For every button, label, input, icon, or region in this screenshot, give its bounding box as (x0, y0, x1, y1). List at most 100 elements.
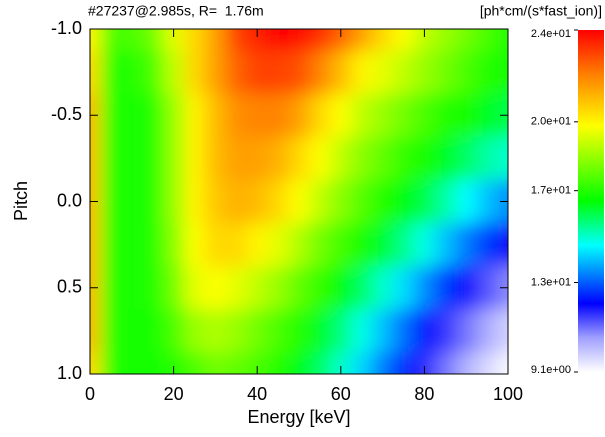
heatmap-cell (225, 50, 248, 95)
heatmap-cell (351, 93, 373, 138)
heatmap-cell (288, 136, 310, 181)
heatmap-cell (434, 309, 457, 353)
heatmap-cell (413, 309, 436, 353)
heatmap-cell (476, 352, 499, 374)
heatmap-cell (142, 29, 164, 52)
heatmap-cell (225, 136, 248, 181)
heatmap-cell (163, 29, 185, 52)
chart-title: #27237@2.985s, R= 1.76m (88, 3, 264, 19)
heatmap-cell (288, 93, 310, 138)
heatmap-cell (309, 136, 331, 181)
heatmap-cell (309, 223, 331, 267)
heatmap-cell (476, 29, 499, 52)
heatmap-cell (309, 352, 331, 374)
x-tick-label: 60 (331, 384, 351, 404)
heatmap-cell (351, 179, 373, 224)
heatmap (90, 29, 508, 374)
heatmap-cell (100, 352, 122, 374)
heatmap-cell (330, 93, 352, 138)
heatmap-cell (90, 50, 101, 95)
heatmap-cell (434, 50, 457, 95)
heatmap-cell (121, 93, 143, 138)
heatmap-cell (100, 223, 122, 267)
heatmap-cell (476, 179, 499, 224)
heatmap-cell (309, 50, 331, 95)
heatmap-cell (434, 179, 457, 224)
heatmap-cell (455, 352, 478, 374)
heatmap-cell (90, 29, 101, 52)
heatmap-cell (455, 50, 478, 95)
heatmap-cell (372, 352, 394, 374)
heatmap-cell (413, 179, 436, 224)
heatmap-cell (393, 352, 415, 374)
heatmap-cell (121, 309, 143, 353)
heatmap-cell (267, 223, 290, 267)
heatmap-cell (351, 309, 373, 353)
heatmap-cell (476, 266, 499, 310)
heatmap-cell (142, 179, 164, 224)
heatmap-cell (225, 309, 248, 353)
heatmap-cell (100, 50, 122, 95)
heatmap-cell (351, 266, 373, 310)
heatmap-cell (288, 352, 310, 374)
heatmap-cell (476, 309, 499, 353)
heatmap-cell (393, 266, 415, 310)
heatmap-cell (288, 29, 310, 52)
heatmap-cell (497, 50, 508, 95)
x-tick-label: 0 (85, 384, 95, 404)
heatmap-cell (267, 136, 290, 181)
heatmap-cell (330, 179, 352, 224)
heatmap-cell (121, 50, 143, 95)
heatmap-cell (434, 223, 457, 267)
heatmap-cell (393, 179, 415, 224)
heatmap-cell (184, 29, 206, 52)
heatmap-cell (163, 309, 185, 353)
heatmap-cell (372, 266, 394, 310)
heatmap-cell (309, 179, 331, 224)
heatmap-cell (142, 352, 164, 374)
heatmap-cell (246, 309, 269, 353)
heatmap-cell (372, 179, 394, 224)
heatmap-cell (100, 309, 122, 353)
heatmap-cell (330, 50, 352, 95)
heatmap-cell (434, 29, 457, 52)
heatmap-cell (288, 266, 310, 310)
heatmap-cell (372, 29, 394, 52)
heatmap-cell (225, 29, 248, 52)
heatmap-cell (204, 136, 227, 181)
heatmap-cell (121, 352, 143, 374)
heatmap-cell (142, 93, 164, 138)
heatmap-cell (455, 29, 478, 52)
heatmap-cell (372, 93, 394, 138)
heatmap-cell (163, 223, 185, 267)
heatmap-cell (330, 136, 352, 181)
heatmap-cell (434, 136, 457, 181)
heatmap-cell (476, 93, 499, 138)
heatmap-cell (330, 309, 352, 353)
heatmap-cell (184, 352, 206, 374)
heatmap-cell (393, 29, 415, 52)
heatmap-cell (351, 50, 373, 95)
heatmap-cell (246, 29, 269, 52)
heatmap-cell (204, 266, 227, 310)
heatmap-cell (455, 223, 478, 267)
heatmap-cell (288, 309, 310, 353)
heatmap-cell (204, 29, 227, 52)
colorbar-label: [ph*cm/(s*fast_ion)] (480, 3, 602, 19)
heatmap-cell (413, 223, 436, 267)
heatmap-cell (288, 179, 310, 224)
heatmap-cell (309, 266, 331, 310)
heatmap-cell (267, 352, 290, 374)
heatmap-cell (455, 136, 478, 181)
heatmap-cell (455, 93, 478, 138)
heatmap-cell (184, 223, 206, 267)
heatmap-cell (393, 93, 415, 138)
heatmap-cell (393, 136, 415, 181)
heatmap-cell (90, 223, 101, 267)
heatmap-cell (142, 309, 164, 353)
heatmap-cell (100, 179, 122, 224)
heatmap-cell (372, 223, 394, 267)
heatmap-cell (351, 29, 373, 52)
